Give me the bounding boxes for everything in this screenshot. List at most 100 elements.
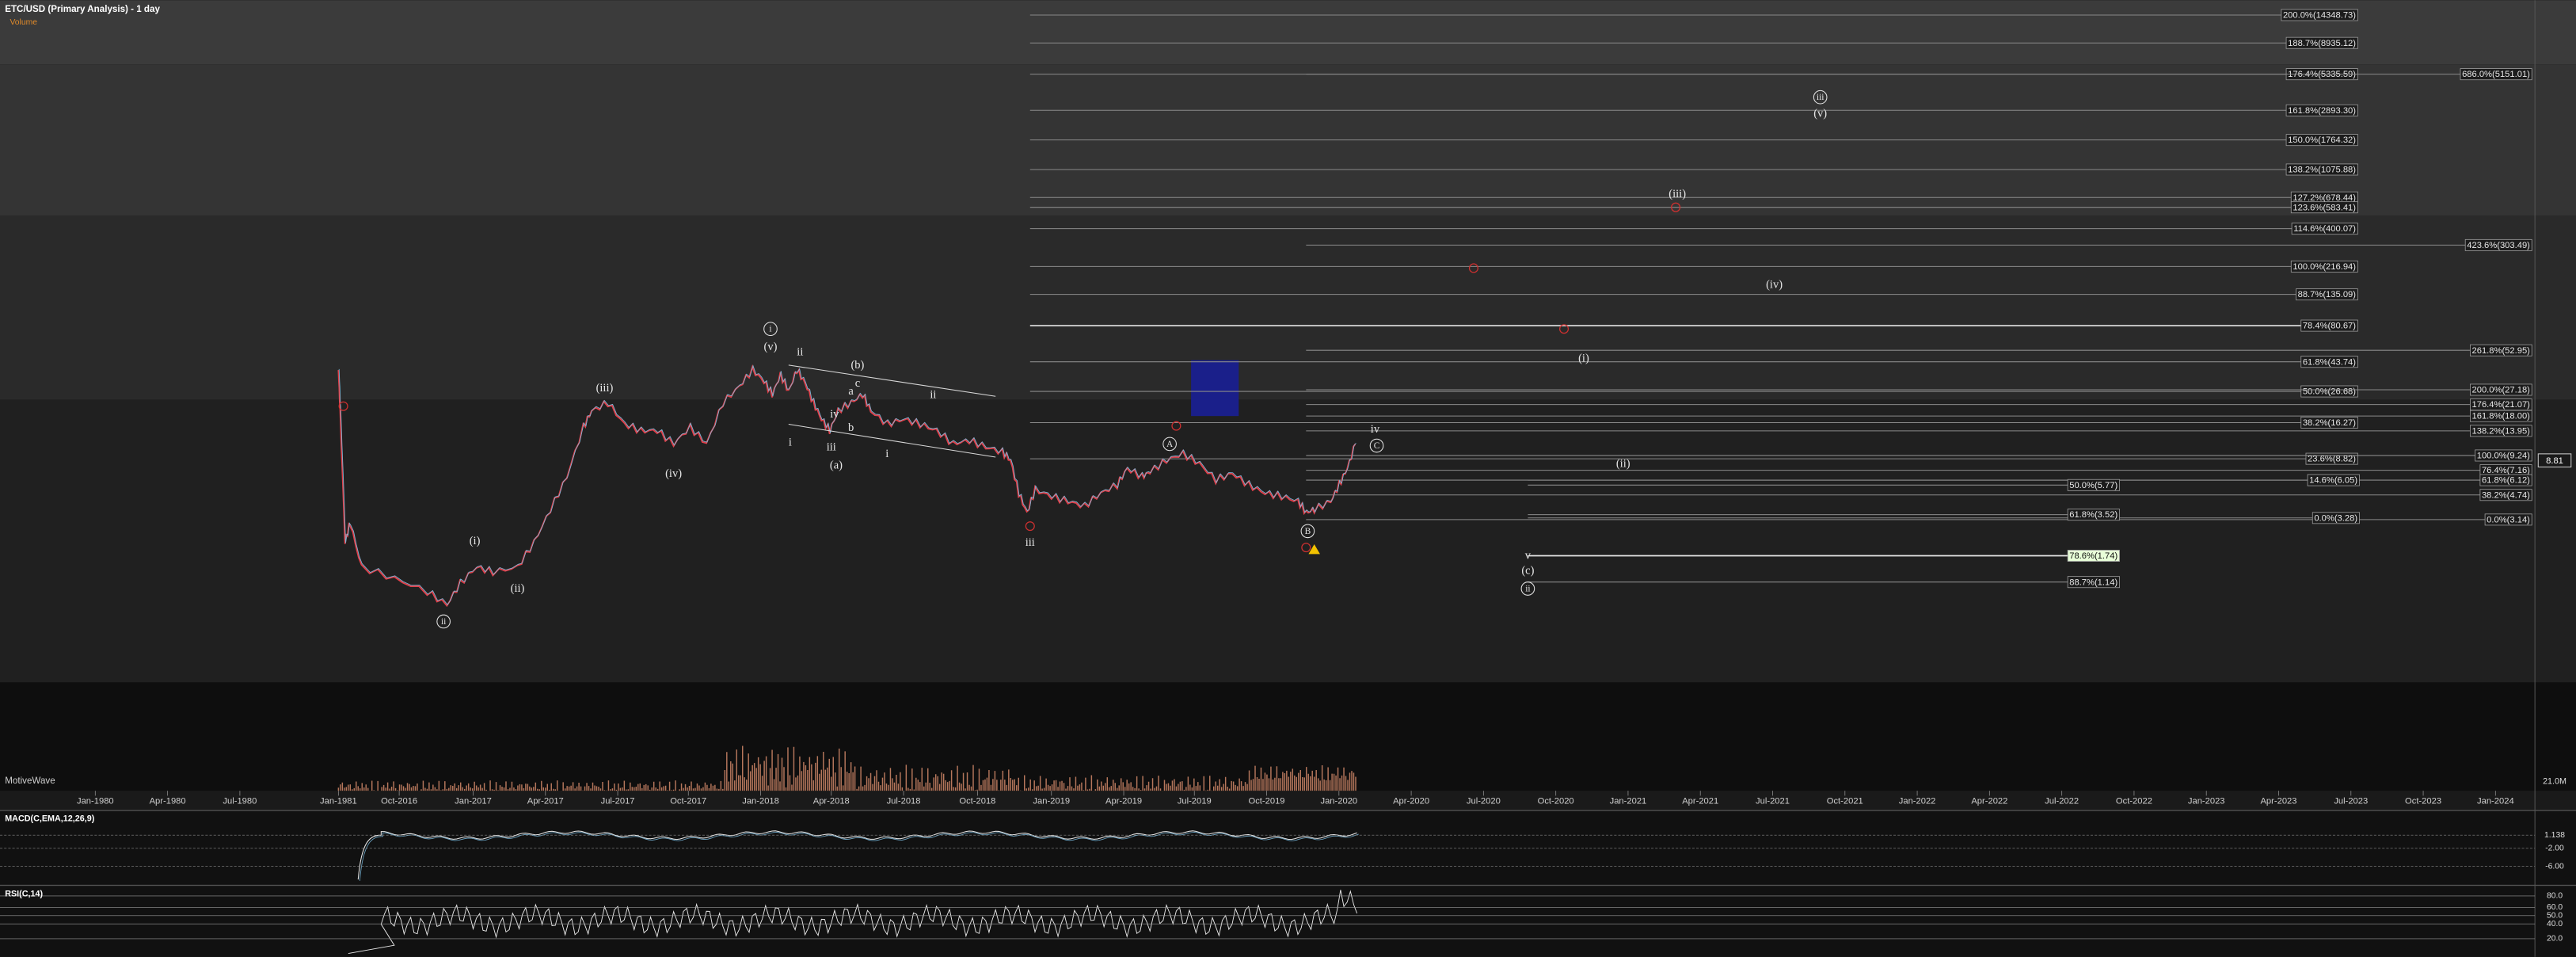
fib-label-box [2300, 385, 2358, 398]
time-tick-label: Jan-2017 [455, 797, 492, 806]
wave-label: C [1374, 441, 1380, 451]
wave-label: (v) [764, 341, 778, 353]
fib-label: 61.8%(6.12) [2482, 476, 2530, 486]
warning-icon [1308, 543, 1320, 555]
wave-label: i [885, 448, 888, 460]
rsi-axis-label: 60.0 [2547, 903, 2563, 912]
time-tick-label: Jul-2021 [1756, 797, 1790, 806]
wave-label: (b) [850, 359, 864, 372]
fib-label: 50.0%(5.77) [2069, 481, 2117, 490]
fib-label-box [2470, 344, 2532, 356]
target-box [1191, 360, 1239, 417]
price-plot [337, 202, 1681, 608]
wave-label: ii [441, 617, 446, 627]
wave-circle [1813, 90, 1828, 105]
fib-label: 78.4%(80.67) [2303, 322, 2356, 331]
wave-label: (i) [1578, 353, 1589, 365]
time-tick-label: Jan-1981 [320, 797, 357, 806]
time-tick-label: Jul-2017 [601, 797, 635, 806]
fib-label-box [2300, 319, 2358, 332]
fib-label-box [2285, 104, 2358, 116]
fib-label-box [2067, 550, 2120, 562]
band [0, 682, 2576, 791]
fib-label: 114.6%(400.07) [2293, 224, 2356, 234]
fib-label: 14.6%(6.05) [2309, 476, 2357, 486]
fib-label-box [2290, 201, 2358, 214]
rsi-axis-label: 20.0 [2547, 935, 2563, 944]
fib-label: 161.8%(2893.30) [2288, 106, 2356, 116]
fib-label: 23.6%(8.82) [2308, 455, 2356, 464]
time-tick-label: Apr-2021 [1682, 797, 1718, 806]
time-tick-label: Apr-2018 [813, 797, 850, 806]
red-marker [338, 401, 348, 411]
fib-label: 161.8%(18.00) [2472, 412, 2531, 421]
fib-label: 200.0%(14348.73) [2283, 11, 2356, 21]
fib-label-box [2281, 9, 2358, 21]
time-tick-label: Oct-2018 [959, 797, 995, 806]
fib-label: 138.2%(1075.88) [2288, 166, 2356, 175]
fib-label: 100.0%(216.94) [2293, 262, 2356, 272]
fib-label-box [2479, 474, 2532, 486]
red-marker [1301, 543, 1311, 553]
fib-label-box [2296, 288, 2358, 301]
fib-label-box [2464, 238, 2532, 251]
fib-label-box [2285, 163, 2358, 176]
fib-label: 61.8%(3.52) [2069, 510, 2117, 520]
time-tick-label: Apr-2020 [1393, 797, 1429, 806]
wave-label: (c) [1521, 564, 1534, 577]
time-tick-label: Jan-2018 [742, 797, 779, 806]
fib-label: 0.0%(3.28) [2314, 513, 2357, 523]
wave-label: ii [1525, 584, 1530, 593]
red-marker [1671, 202, 1681, 212]
wave-label: a [848, 385, 854, 398]
wave-label: v [1525, 550, 1532, 562]
last-price-box [2537, 453, 2572, 467]
time-tick-label: Apr-2023 [2260, 797, 2296, 806]
wave-label: (iii) [596, 382, 614, 395]
fib-levels: 200.0%(14348.73) 188.7%(8935.12) 176.4%(53… [1029, 9, 2532, 589]
fib-label-box [2291, 223, 2358, 235]
fib-label-box [2300, 416, 2358, 429]
fib-label: 686.0%(5151.01) [2462, 70, 2530, 79]
price-bars-up [338, 364, 1356, 606]
time-tick-label: Oct-2021 [1827, 797, 1863, 806]
rsi-axis-label: 50.0 [2547, 912, 2563, 921]
wave-label: (v) [1813, 108, 1827, 120]
fib-label: 423.6%(303.49) [2467, 241, 2530, 250]
fib-label-box [2470, 410, 2532, 422]
macd-axis-label: -2.00 [2545, 845, 2564, 853]
time-tick-label: Jul-1980 [223, 797, 257, 806]
rsi-line [348, 890, 1358, 955]
fib-label-box [2067, 576, 2120, 589]
band [0, 215, 2576, 400]
fib-label: 176.4%(5335.59) [2288, 70, 2356, 79]
macd-axis-label: 1.138 [2544, 831, 2565, 840]
time-tick-label: Jan-2023 [2188, 797, 2225, 806]
time-tick-label: Jan-1980 [77, 797, 114, 806]
fib-label-box [2300, 356, 2358, 368]
fib-label: 188.7%(8935.12) [2288, 39, 2356, 48]
wave-circle [763, 322, 778, 337]
band [0, 0, 2576, 65]
volume-legend: Volume [10, 18, 37, 27]
fib-label-box [2290, 260, 2358, 273]
red-marker [1559, 324, 1570, 334]
fib-label-box [2475, 449, 2532, 462]
fib-label: 76.4%(7.16) [2482, 466, 2530, 475]
wave-label: iii [1025, 536, 1035, 549]
time-tick-label: Jan-2022 [1899, 797, 1936, 806]
fib-label-box [2479, 489, 2532, 501]
fib-label: 38.2%(16.27) [2303, 418, 2356, 428]
fib-label-box [2312, 512, 2360, 524]
band [0, 399, 2576, 683]
wave-label: ii [930, 388, 936, 401]
fib-label: 38.2%(4.74) [2482, 490, 2530, 500]
time-tick-label: Apr-2017 [527, 797, 564, 806]
time-tick-label: Oct-2016 [381, 797, 417, 806]
macd-axis-label: -6.00 [2545, 862, 2564, 871]
wave-label: (i) [470, 535, 481, 547]
time-tick-label: Apr-1980 [150, 797, 186, 806]
time-tick-label: Jan-2021 [1610, 797, 1647, 806]
last-price: 8.81 [2546, 456, 2563, 466]
